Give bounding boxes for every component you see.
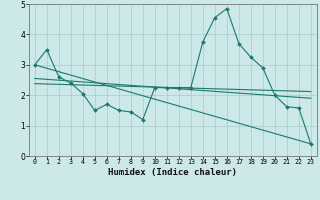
X-axis label: Humidex (Indice chaleur): Humidex (Indice chaleur)	[108, 168, 237, 177]
